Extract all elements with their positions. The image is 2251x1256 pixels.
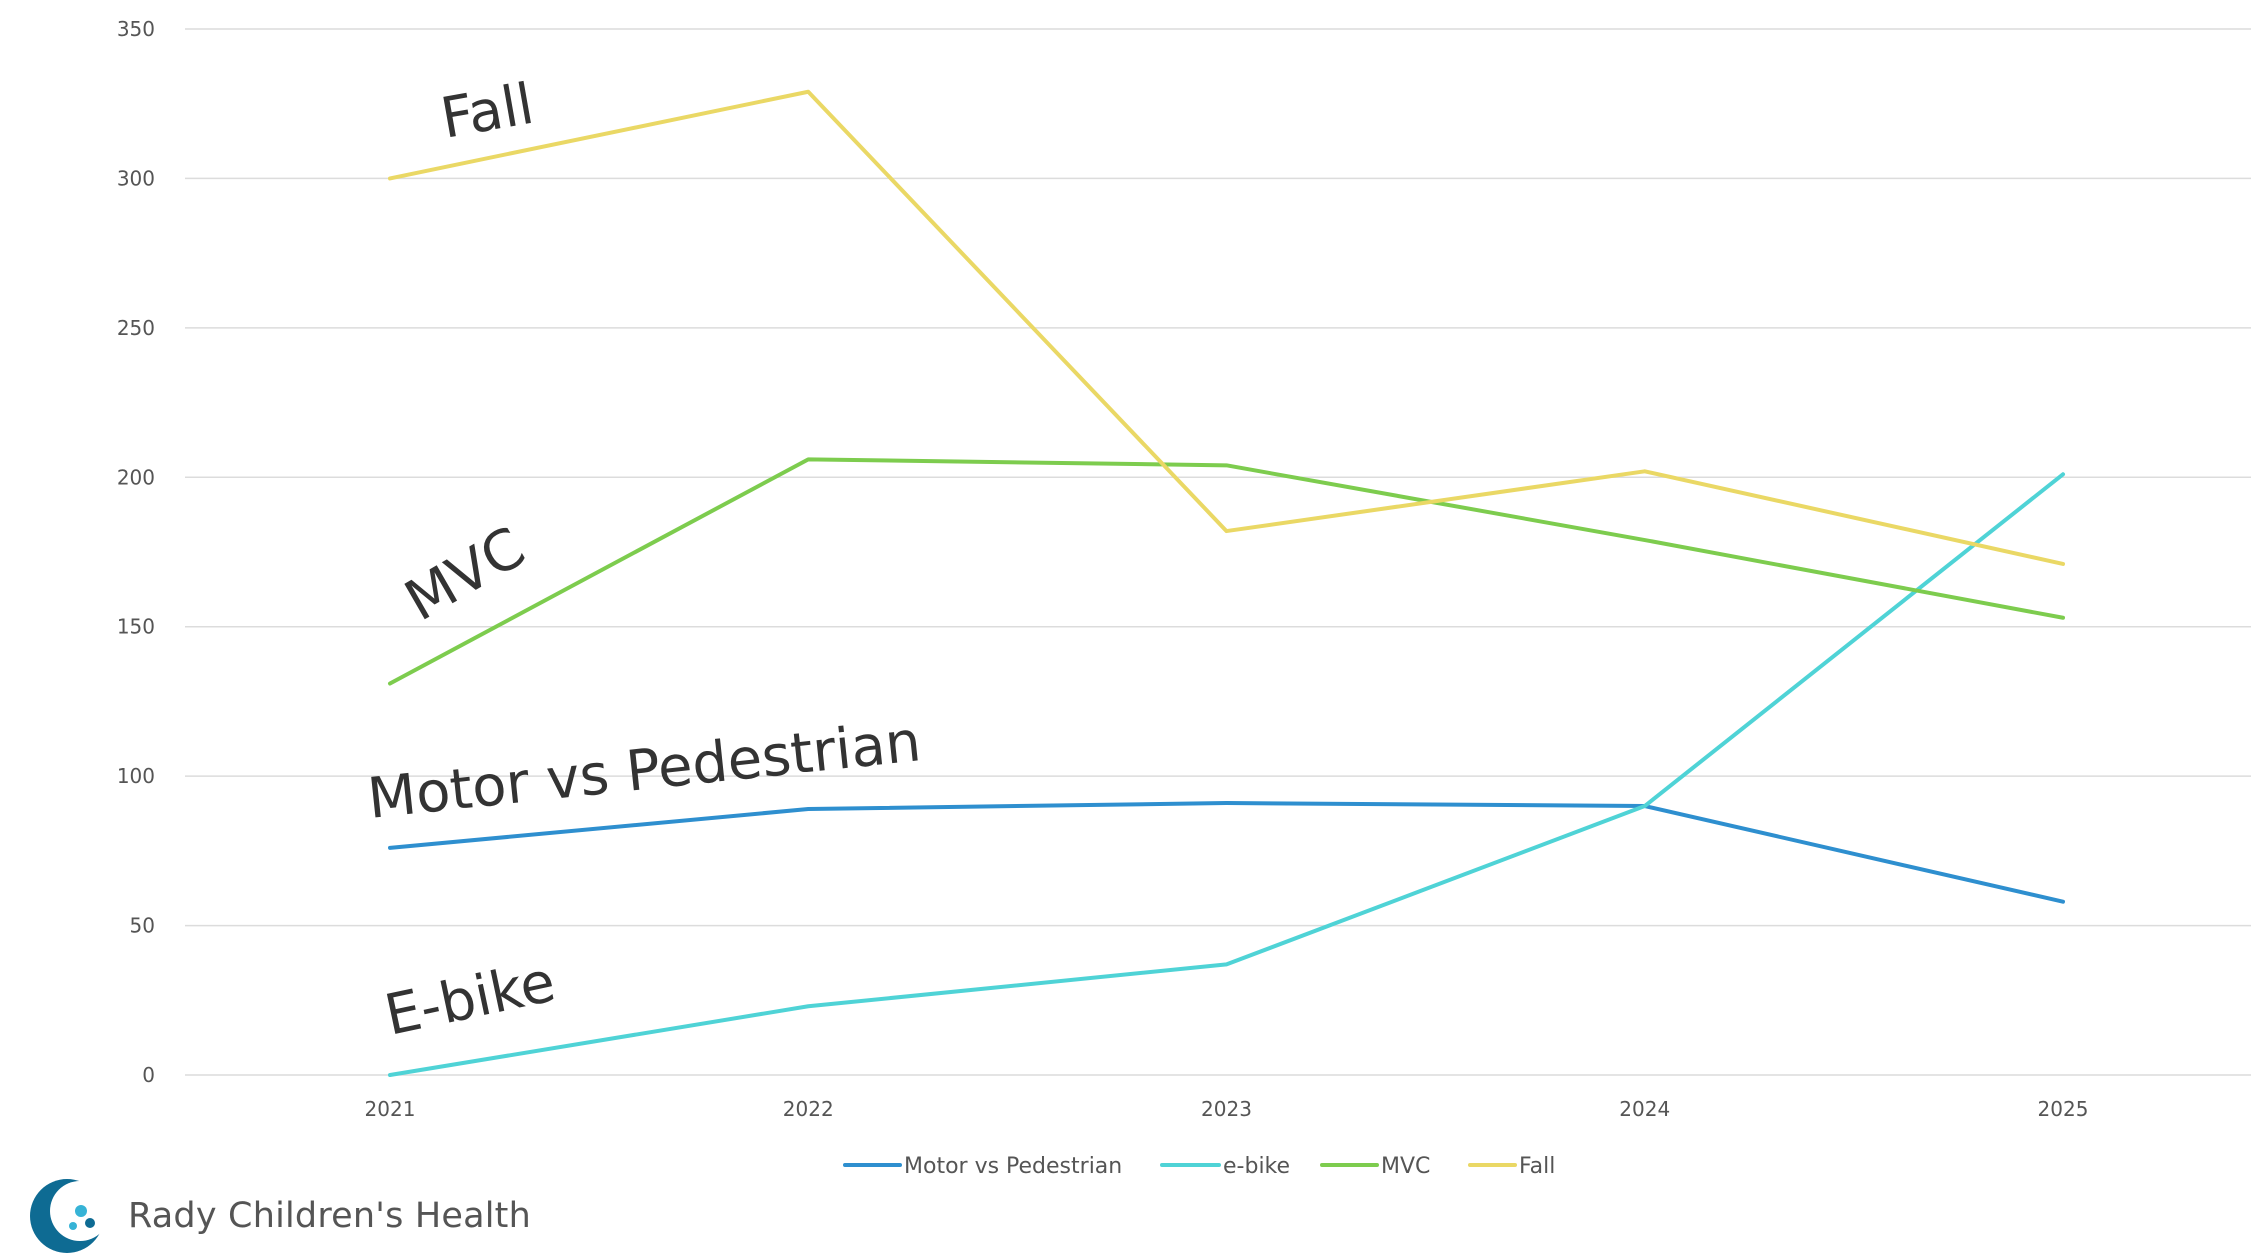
annotation-fall: Fall: [436, 72, 538, 152]
y-tick-label: 100: [117, 764, 155, 788]
y-tick-label: 200: [117, 465, 155, 489]
x-tick-label: 2022: [783, 1097, 834, 1121]
legend-label: MVC: [1381, 1154, 1430, 1179]
annotation-motor-vs-pedestrian: Motor vs Pedestrian: [365, 709, 924, 832]
x-tick-label: 2025: [2038, 1097, 2089, 1121]
y-tick-label: 350: [117, 17, 155, 41]
legend-label: Motor vs Pedestrian: [904, 1154, 1122, 1179]
legend-label: e-bike: [1223, 1154, 1290, 1179]
series-line-mvc: [388, 457, 2065, 686]
series-line-motor-vs-pedestrian: [388, 801, 2065, 904]
y-tick-label: 250: [117, 316, 155, 340]
legend: Motor vs Pedestrian e-bike MVC Fall: [843, 1154, 1555, 1179]
annotation-e-bike: E-bike: [379, 949, 560, 1048]
series-line-fall: [388, 89, 2065, 566]
x-axis-ticks: 2021 2022 2023 2024 2025: [365, 1097, 2089, 1121]
x-tick-label: 2024: [1619, 1097, 1670, 1121]
rady-childrens-health-logo: Rady Children's Health: [28, 1176, 531, 1256]
x-tick-label: 2021: [365, 1097, 416, 1121]
series-lines: [388, 89, 2065, 1077]
grid-lines: [185, 28, 2251, 1076]
logo-icon: [30, 1179, 106, 1253]
y-tick-label: 50: [130, 914, 155, 938]
y-tick-label: 0: [142, 1063, 155, 1087]
logo-text: Rady Children's Health: [128, 1196, 531, 1236]
y-tick-label: 150: [117, 615, 155, 639]
legend-label: Fall: [1519, 1154, 1555, 1179]
y-axis-ticks: 0 50 100 150 200 250 300 350: [117, 17, 155, 1087]
series-line-e-bike: [388, 472, 2065, 1077]
y-tick-label: 300: [117, 166, 155, 190]
x-tick-label: 2023: [1201, 1097, 1252, 1121]
